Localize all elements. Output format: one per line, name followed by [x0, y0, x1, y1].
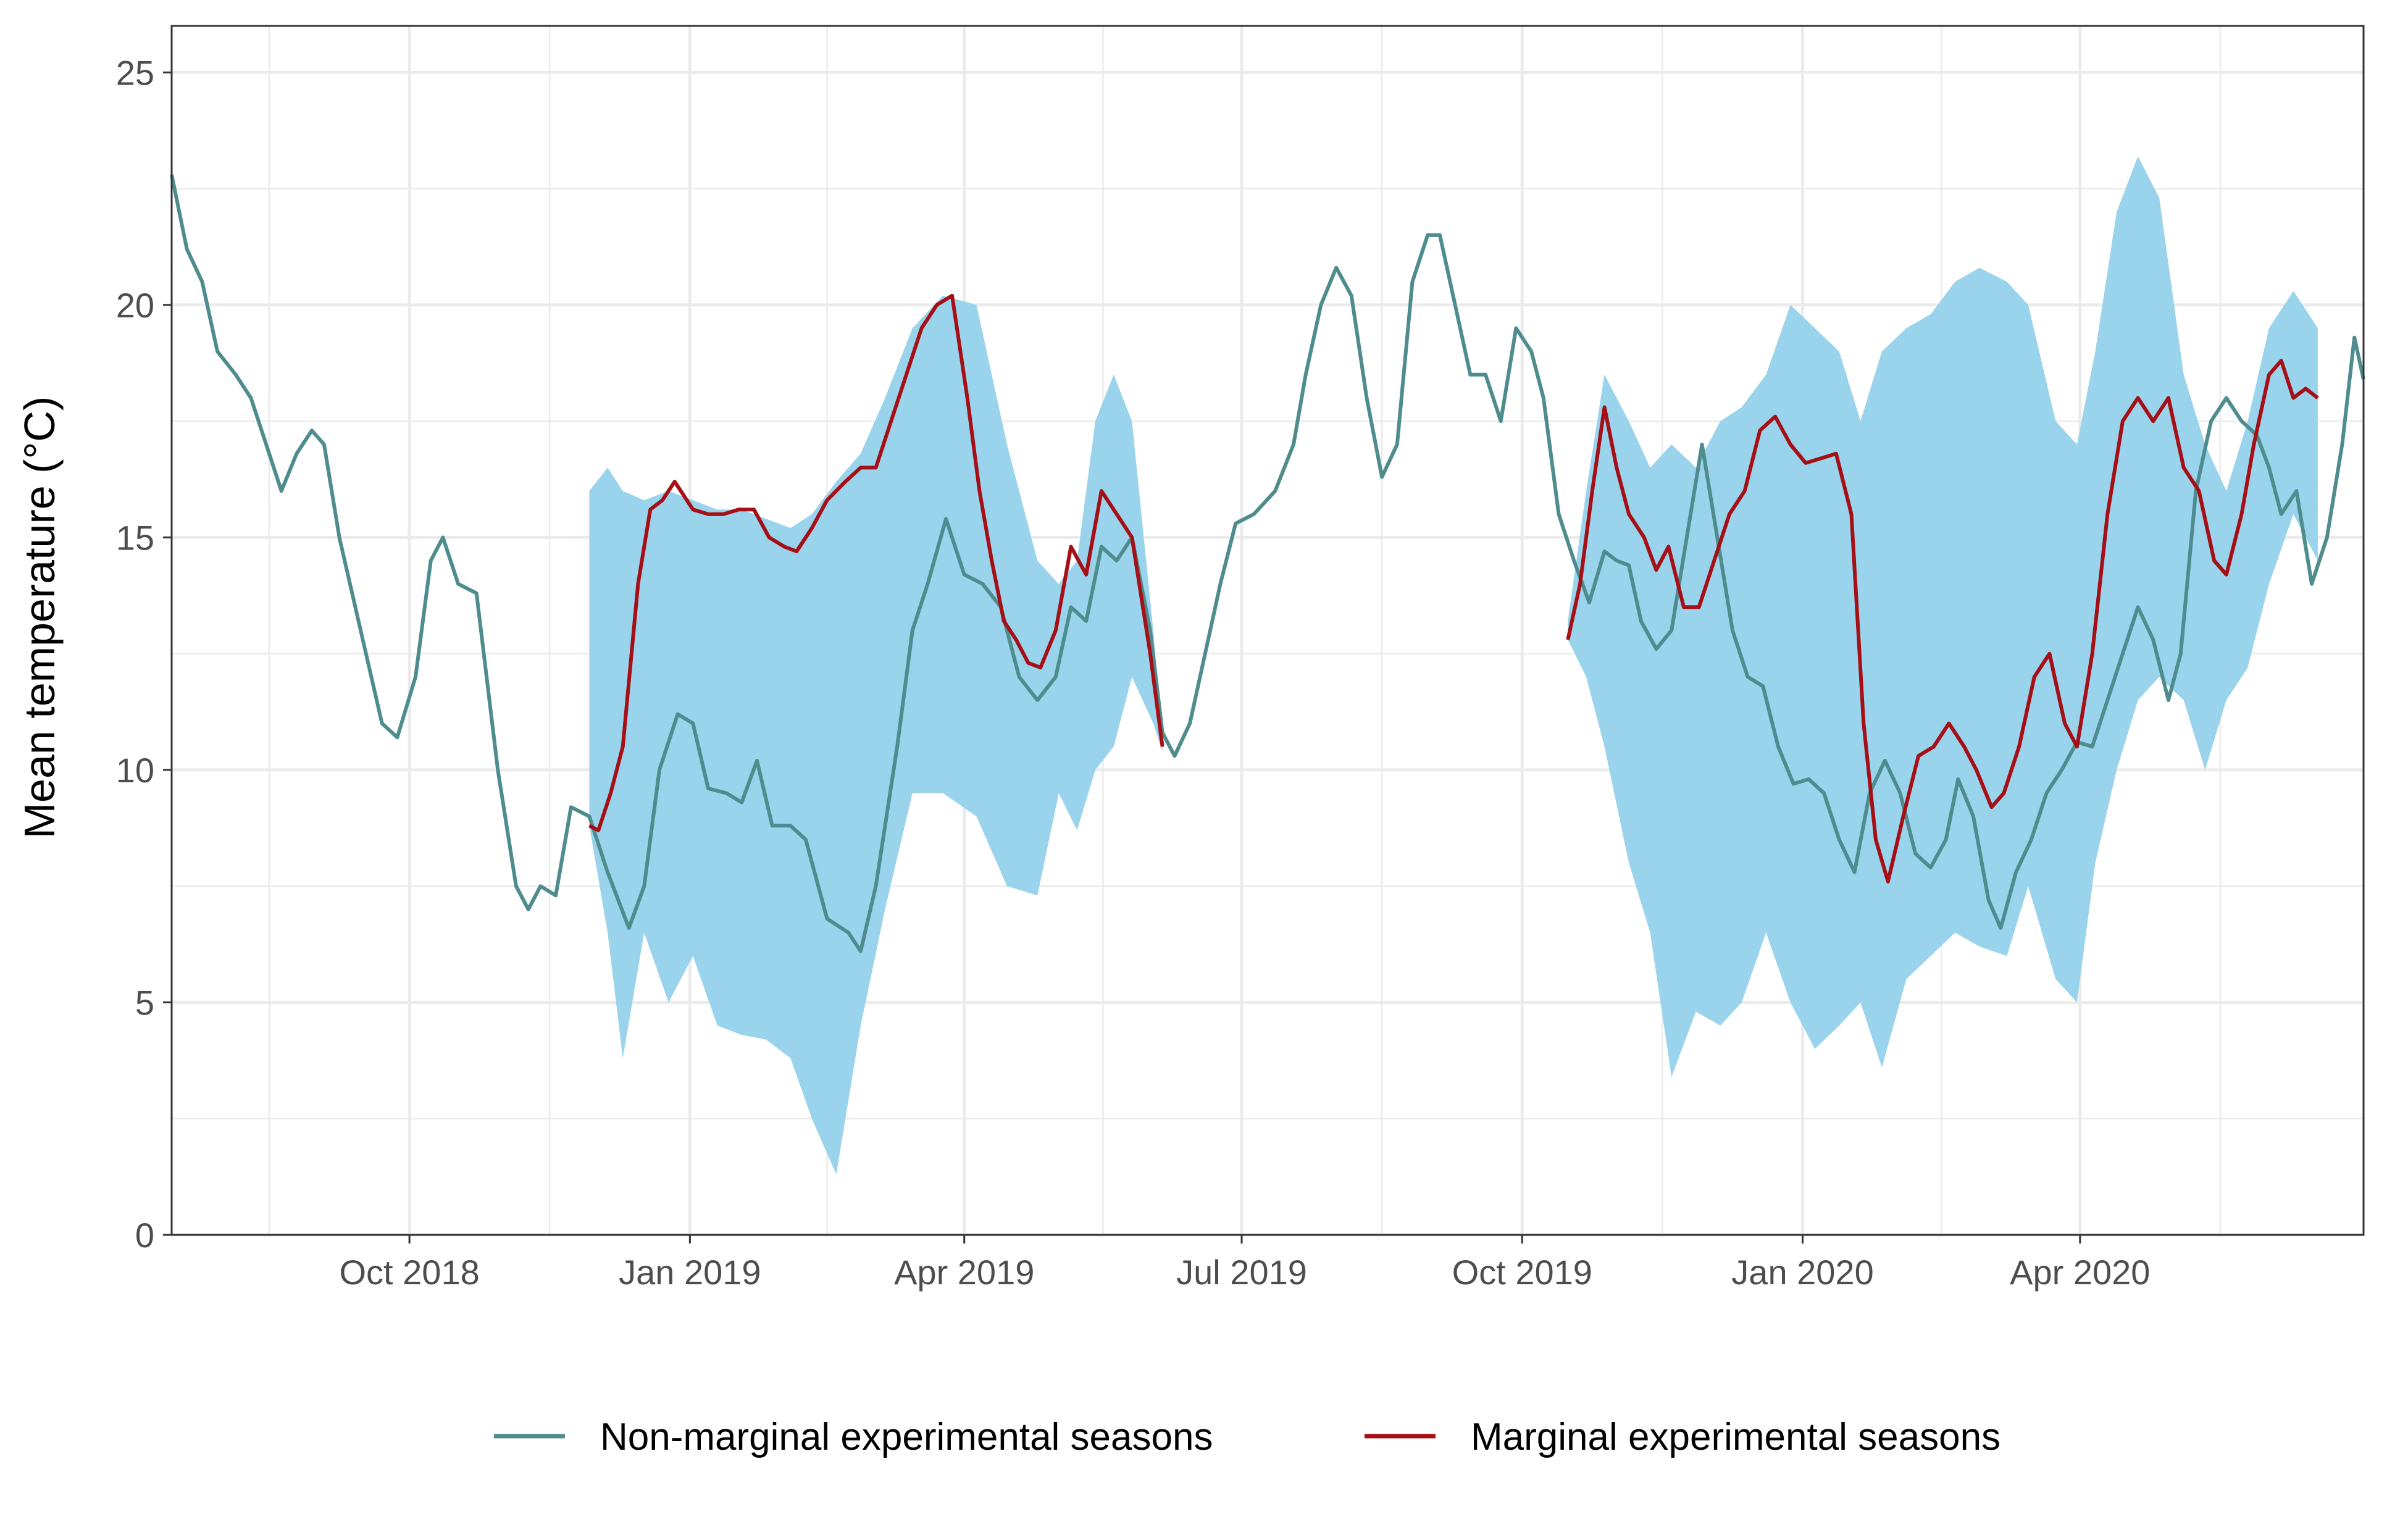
- x-tick-label: Jul 2019: [1176, 1253, 1307, 1292]
- y-axis-title: Mean temperature (°C): [15, 396, 64, 839]
- y-tick-label: 10: [116, 751, 154, 790]
- legend-label-marginal: Marginal experimental seasons: [1471, 1416, 2000, 1458]
- series-line-marginal-1: [588, 293, 1164, 832]
- panel-border: [170, 25, 2365, 1236]
- range-band-1: [589, 295, 1163, 1175]
- legend: Non-marginal experimental seasons Margin…: [494, 1416, 2000, 1458]
- y-tick-label: 15: [116, 518, 154, 557]
- range-band-layer: [589, 156, 2318, 1175]
- y-tick-label: 0: [135, 1216, 154, 1255]
- x-tick-label: Oct 2018: [339, 1253, 479, 1292]
- x-tick-label: Apr 2020: [2010, 1253, 2150, 1292]
- x-tick-label: Jan 2019: [619, 1253, 761, 1292]
- x-tick-label: Jan 2020: [1731, 1253, 1873, 1292]
- series-line-marginal-2: [1566, 359, 2319, 884]
- y-tick-label: 5: [135, 983, 154, 1022]
- x-tick-label: Oct 2019: [1452, 1253, 1592, 1292]
- y-axis-ticks: 0 5 10 15 20 25: [116, 53, 172, 1255]
- series-line-non-marginal: [170, 174, 2365, 953]
- x-tick-label: Apr 2019: [894, 1253, 1034, 1292]
- x-axis-ticks: Oct 2018 Jan 2019 Apr 2019 Jul 2019 Oct 2019…: [339, 1235, 2150, 1292]
- y-tick-label: 20: [116, 286, 154, 325]
- y-tick-label: 25: [116, 53, 154, 92]
- series-line-layer: [170, 174, 2365, 953]
- legend-label-non-marginal: Non-marginal experimental seasons: [600, 1416, 1213, 1458]
- range-band-2: [1568, 156, 2318, 1077]
